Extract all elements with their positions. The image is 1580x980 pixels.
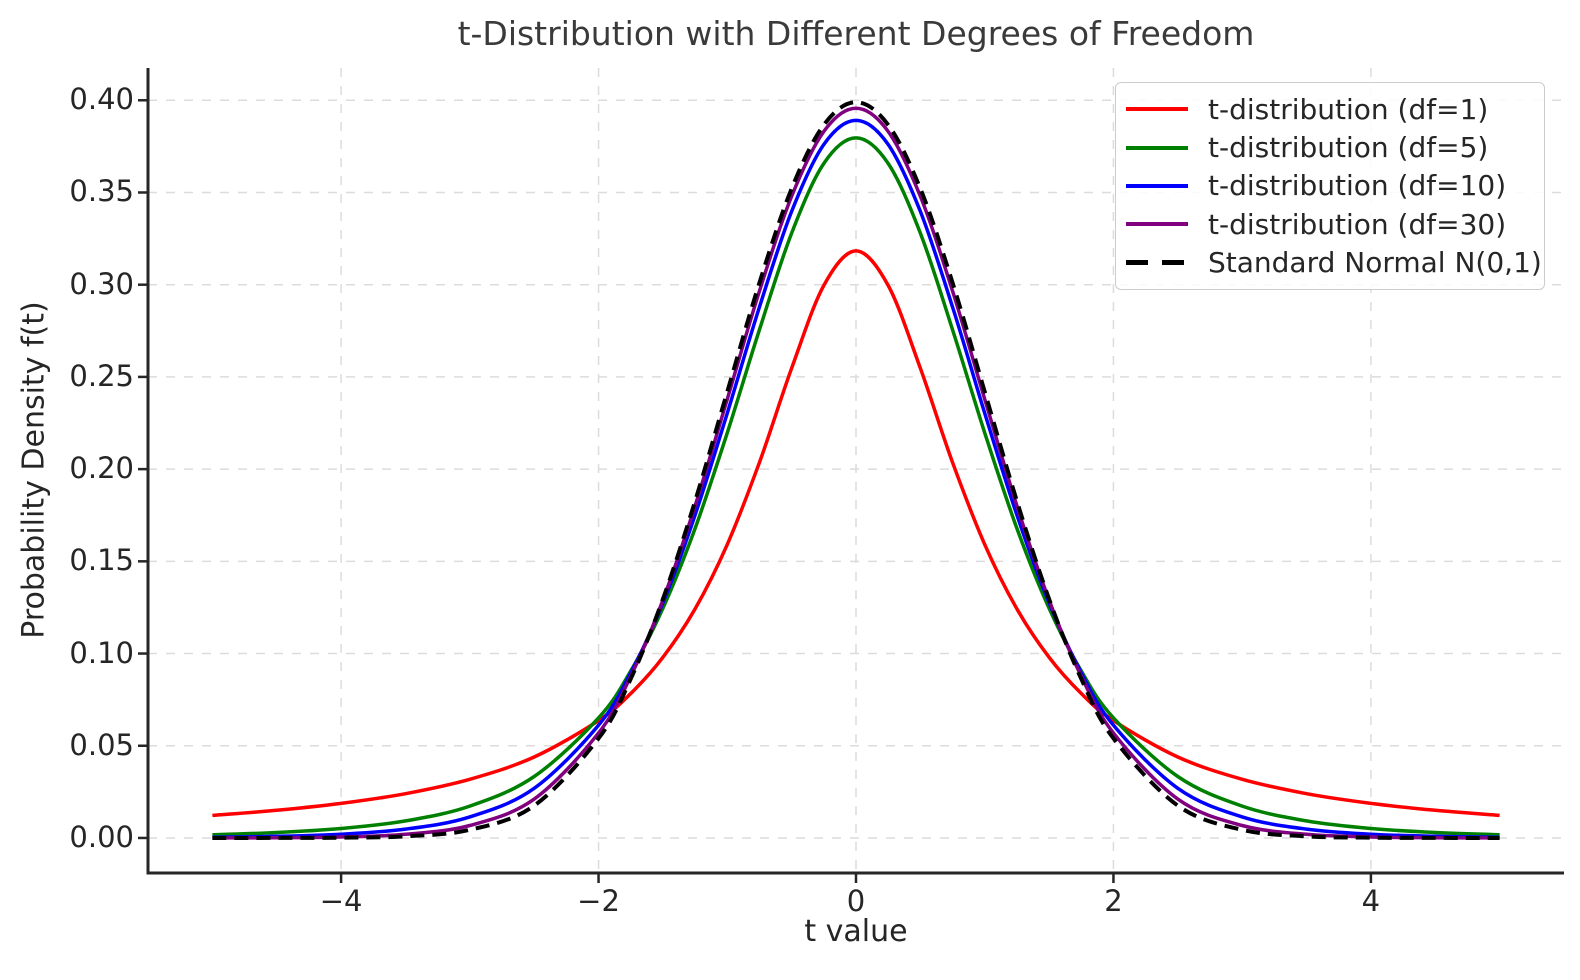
legend-item-standard-normal: Standard Normal N(0,1) xyxy=(1116,246,1544,279)
legend-item-df30: t-distribution (df=30) xyxy=(1116,208,1544,241)
curve-series-0 xyxy=(212,249,1500,818)
y-tick-label: 0.30 xyxy=(69,266,134,301)
curve-series-1 xyxy=(212,136,1500,837)
legend-item-df5: t-distribution (df=5) xyxy=(1116,131,1544,164)
legend-label-df10: t-distribution (df=10) xyxy=(1208,169,1507,203)
legend-label-standard-normal: Standard Normal N(0,1) xyxy=(1208,246,1542,280)
legend-line-swatch-df1 xyxy=(1126,107,1188,112)
y-tick-label: 0.40 xyxy=(69,82,134,117)
x-tick-label: −4 xyxy=(319,884,363,918)
x-tick-label: −2 xyxy=(577,884,620,918)
legend-label-df1: t-distribution (df=1) xyxy=(1208,92,1489,126)
legend-item-df1: t-distribution (df=1) xyxy=(1116,93,1544,126)
x-axis-label: t value xyxy=(804,914,908,949)
chart-title: t-Distribution with Different Degrees of… xyxy=(457,14,1255,53)
legend-item-df10: t-distribution (df=10) xyxy=(1116,169,1544,202)
legend-line-swatch-df5 xyxy=(1126,145,1188,150)
y-tick-label: 0.10 xyxy=(69,635,134,670)
legend-line-swatch-df30 xyxy=(1126,222,1188,227)
legend: t-distribution (df=1) t-distribution (df… xyxy=(1115,82,1545,290)
legend-label-df5: t-distribution (df=5) xyxy=(1208,131,1489,165)
legend-line-swatch-standard-normal xyxy=(1126,260,1188,266)
y-tick-label: 0.05 xyxy=(69,727,134,762)
y-tick-label: 0.20 xyxy=(69,451,134,486)
curve-series-3 xyxy=(212,106,1500,840)
x-tick-label: 2 xyxy=(1104,884,1123,918)
legend-line-swatch-df10 xyxy=(1126,183,1188,188)
curve-series-2 xyxy=(212,118,1500,839)
x-tick-label: 4 xyxy=(1361,884,1381,918)
x-tick-label: 0 xyxy=(846,884,866,918)
y-tick-label: 0.35 xyxy=(69,174,134,209)
legend-label-df30: t-distribution (df=30) xyxy=(1208,207,1507,241)
y-tick-label: 0.00 xyxy=(69,819,134,854)
y-tick-label: 0.15 xyxy=(69,543,134,578)
y-tick-label: 0.25 xyxy=(69,358,134,393)
